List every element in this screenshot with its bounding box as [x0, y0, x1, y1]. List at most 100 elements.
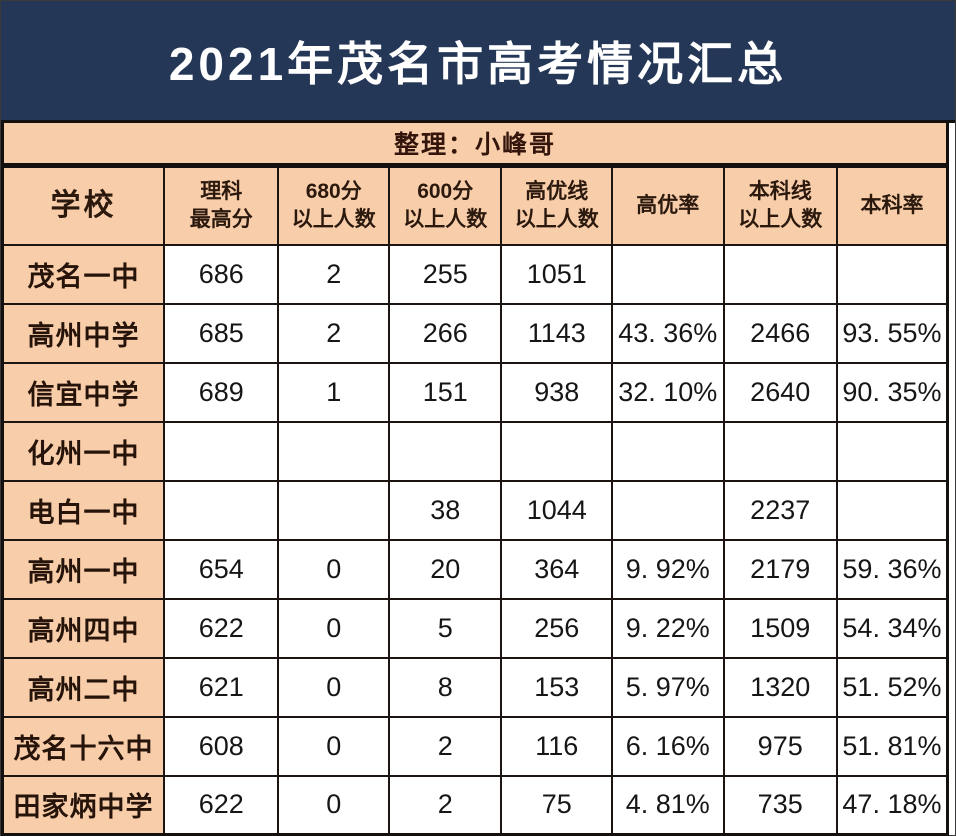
- column-header-line: 学校: [50, 189, 117, 223]
- data-cell: 5. 97%: [611, 656, 725, 718]
- data-cell: 686: [163, 243, 280, 305]
- school-name-cell: 高州一中: [1, 538, 166, 600]
- data-cell: 364: [500, 538, 614, 600]
- school-name-cell: 高州二中: [1, 656, 166, 718]
- data-cell: 2237: [722, 479, 838, 541]
- data-cell: 43. 36%: [611, 302, 725, 364]
- data-cell: 0: [277, 774, 390, 836]
- data-cell: 2179: [722, 538, 838, 600]
- data-cell: 4. 81%: [611, 774, 725, 836]
- data-cell: 2: [387, 774, 503, 836]
- data-cell: 608: [163, 715, 280, 777]
- column-header: 600分以上人数: [387, 165, 503, 246]
- data-cell: 689: [163, 361, 280, 423]
- data-cell: 51. 52%: [835, 656, 949, 718]
- data-cell: [163, 420, 280, 482]
- table-header: 学校 理科 最高分 680分 以上人数 600分 以上人数 高优线 以上人数 高优率 本科线 以上人数…: [1, 165, 949, 246]
- data-cell: [611, 420, 725, 482]
- data-cell: 654: [163, 538, 280, 600]
- data-cell: 2: [277, 243, 390, 305]
- data-cell: 8: [387, 656, 503, 718]
- data-cell: 0: [277, 597, 390, 659]
- subtitle-text: 整理：小峰哥: [393, 131, 556, 159]
- table-row: 电白一中 38 1044 2237: [1, 479, 949, 541]
- data-cell: [611, 479, 725, 541]
- data-cell: 255: [387, 243, 503, 305]
- data-cell: 1: [277, 361, 390, 423]
- table-row: 高州中学 685 2 266 1143 43. 36% 2466 93. 55%: [1, 302, 949, 364]
- data-cell: 938: [500, 361, 614, 423]
- data-cell: 51. 81%: [835, 715, 949, 777]
- title-band: 2021年茂名市高考情况汇总: [1, 1, 955, 123]
- data-cell: [835, 479, 949, 541]
- column-header: 本科率: [835, 165, 949, 246]
- data-cell: 93. 55%: [835, 302, 949, 364]
- data-cell: [277, 479, 390, 541]
- column-header-line: 理科: [200, 180, 243, 204]
- data-cell: 2466: [722, 302, 838, 364]
- data-cell: 38: [387, 479, 503, 541]
- data-cell: 2: [387, 715, 503, 777]
- data-cell: 47. 18%: [835, 774, 949, 836]
- data-cell: 685: [163, 302, 280, 364]
- data-cell: [835, 243, 949, 305]
- column-header-line: 高优线: [525, 180, 589, 204]
- column-header: 理科 最高分: [163, 165, 280, 246]
- data-cell: 153: [500, 656, 614, 718]
- column-header-line: 本科线: [748, 180, 812, 204]
- data-cell: 256: [500, 597, 614, 659]
- school-name-cell: 高州四中: [1, 597, 166, 659]
- data-cell: [835, 420, 949, 482]
- data-cell: 54. 34%: [835, 597, 949, 659]
- data-cell: [387, 420, 503, 482]
- data-cell: 151: [387, 361, 503, 423]
- column-header-line: 以上人数: [291, 207, 376, 231]
- data-cell: 6. 16%: [611, 715, 725, 777]
- data-cell: 1051: [500, 243, 614, 305]
- table-row: 田家炳中学 622 0 2 75 4. 81% 735 47. 18%: [1, 774, 949, 836]
- school-name-cell: 化州一中: [1, 420, 166, 482]
- school-name-cell: 电白一中: [1, 479, 166, 541]
- column-header-line: 最高分: [189, 207, 253, 231]
- data-cell: 1509: [722, 597, 838, 659]
- school-name-cell: 田家炳中学: [1, 774, 166, 836]
- data-cell: 0: [277, 538, 390, 600]
- data-cell: 32. 10%: [611, 361, 725, 423]
- data-cell: 0: [277, 715, 390, 777]
- data-cell: [722, 420, 838, 482]
- data-cell: 20: [387, 538, 503, 600]
- column-header: 高优线 以上人数: [500, 165, 614, 246]
- column-header-line: 以上人数: [403, 207, 488, 231]
- column-header-line: 600分: [417, 180, 474, 204]
- column-header-line: 以上人数: [738, 207, 823, 231]
- column-header-school: 学校: [1, 165, 166, 246]
- data-cell: [611, 243, 725, 305]
- table-body: 茂名一中 686 2 255 1051 高州中学 685 2 266 1143 43. 36% 246…: [1, 243, 949, 836]
- data-cell: 621: [163, 656, 280, 718]
- column-header: 680分以上人数: [277, 165, 390, 246]
- data-cell: 622: [163, 774, 280, 836]
- data-cell: 90. 35%: [835, 361, 949, 423]
- column-header-line: 高优率: [636, 194, 700, 218]
- subtitle-row: 整理：小峰哥: [1, 123, 949, 165]
- data-cell: [277, 420, 390, 482]
- school-name-cell: 茂名一中: [1, 243, 166, 305]
- column-header-line: 680分: [305, 180, 362, 204]
- data-cell: 735: [722, 774, 838, 836]
- column-header-line: 以上人数: [514, 207, 599, 231]
- results-table-wrap: 学校 理科 最高分 680分 以上人数 600分 以上人数 高优线 以上人数 高优率 本科线 以上人数…: [1, 165, 949, 836]
- data-cell: 266: [387, 302, 503, 364]
- column-header-line: 本科率: [860, 194, 924, 218]
- school-name-cell: 高州中学: [1, 302, 166, 364]
- data-cell: [722, 243, 838, 305]
- table-row: 信宜中学 689 1 151 938 32. 10% 2640 90. 35%: [1, 361, 949, 423]
- table-row: 茂名一中 686 2 255 1051: [1, 243, 949, 305]
- table-row: 化州一中: [1, 420, 949, 482]
- header-row: 学校 理科 最高分 680分 以上人数 600分 以上人数 高优线 以上人数 高优率 本科线 以上人数…: [1, 165, 949, 246]
- results-table: 学校 理科 最高分 680分 以上人数 600分 以上人数 高优线 以上人数 高优率 本科线 以上人数…: [1, 165, 949, 836]
- data-cell: [500, 420, 614, 482]
- data-cell: 975: [722, 715, 838, 777]
- data-cell: 9. 92%: [611, 538, 725, 600]
- data-cell: 2: [277, 302, 390, 364]
